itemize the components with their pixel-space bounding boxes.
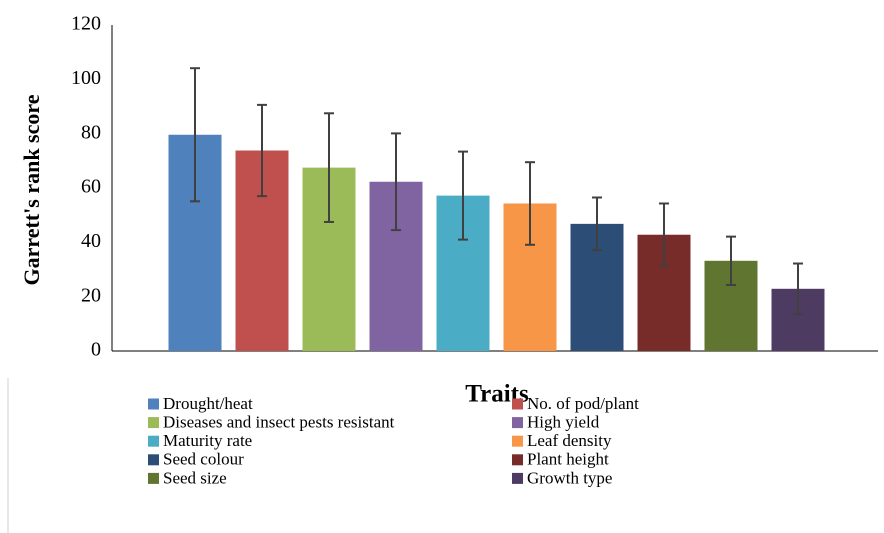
error-bar xyxy=(458,150,468,241)
error-bar xyxy=(525,161,535,246)
legend-label: Seed colour xyxy=(163,450,244,469)
error-bar xyxy=(391,132,401,232)
legend-label: Leaf density xyxy=(527,431,612,450)
legend-swatch xyxy=(148,435,159,447)
legend-swatch xyxy=(148,472,159,484)
y-tick-label: 60 xyxy=(81,176,101,198)
y-axis-title: Garrett's rank score xyxy=(19,94,44,285)
legend-label: High yield xyxy=(527,413,600,432)
y-tick-label: 0 xyxy=(91,339,101,361)
legend-swatch xyxy=(512,435,523,447)
y-tick-label: 120 xyxy=(71,13,101,35)
legend-swatch xyxy=(512,398,523,410)
legend-label: Growth type xyxy=(527,468,612,487)
legend-swatch xyxy=(148,398,159,410)
error-bar xyxy=(190,67,200,203)
legend-label: Drought/heat xyxy=(163,394,253,413)
error-bar xyxy=(592,196,602,252)
legend-label: No. of pod/plant xyxy=(527,394,639,413)
y-tick-label: 80 xyxy=(81,121,101,143)
legend-swatch xyxy=(512,417,523,429)
legend-swatch xyxy=(148,417,159,429)
y-tick-label: 20 xyxy=(81,284,101,306)
legend-swatch xyxy=(512,454,523,466)
error-bar xyxy=(324,112,334,223)
error-bar xyxy=(659,202,669,267)
error-bar xyxy=(257,103,267,198)
legend-label: Seed size xyxy=(163,468,227,487)
error-bar xyxy=(726,235,736,286)
legend-label: Maturity rate xyxy=(163,431,252,450)
error-bar xyxy=(793,262,803,316)
y-tick-label: 40 xyxy=(81,230,101,252)
legend-label: Plant height xyxy=(527,450,609,469)
legend-swatch xyxy=(512,472,523,484)
legend-label: Diseases and insect pests resistant xyxy=(163,413,395,432)
y-tick-label: 100 xyxy=(71,67,101,89)
legend-swatch xyxy=(148,454,159,466)
